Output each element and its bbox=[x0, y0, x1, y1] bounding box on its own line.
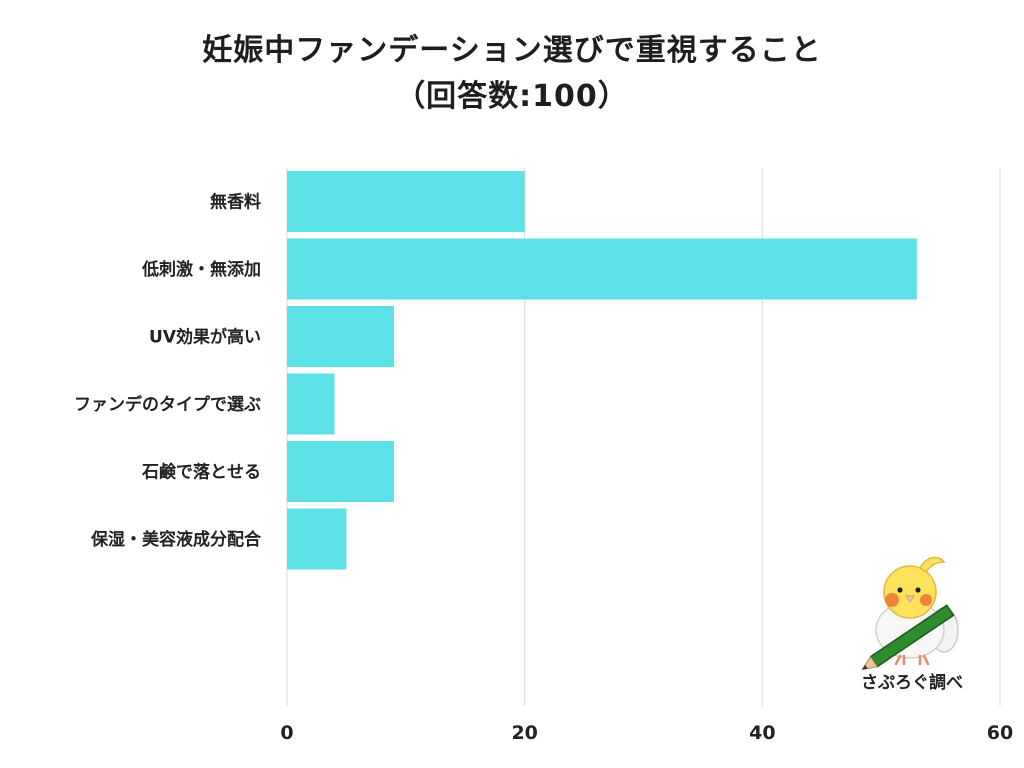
category-label: 低刺激・無添加 bbox=[141, 259, 261, 280]
bar bbox=[287, 238, 917, 300]
category-label: 無香料 bbox=[210, 192, 261, 213]
x-axis-ticks: 0 20 40 60 bbox=[280, 722, 1013, 744]
category-label: ファンデのタイプで選ぶ bbox=[74, 394, 261, 415]
category-label: 石鹸で落とせる bbox=[141, 462, 261, 483]
category-label: UV効果が高い bbox=[149, 327, 261, 348]
bar bbox=[287, 306, 394, 367]
bars bbox=[287, 171, 917, 570]
bar bbox=[287, 508, 347, 570]
bar bbox=[287, 373, 335, 435]
chart-title-block: 妊娠中ファンデーション選びで重視すること （回答数:100） bbox=[0, 28, 1024, 120]
mascot-bird-icon bbox=[846, 552, 986, 702]
x-tick-label: 60 bbox=[987, 722, 1013, 744]
x-tick-label: 20 bbox=[511, 722, 537, 744]
bar bbox=[287, 171, 525, 232]
watermark-caption: さぷろぐ調べ bbox=[861, 673, 963, 693]
category-label: 保湿・美容液成分配合 bbox=[90, 529, 262, 550]
bar bbox=[287, 441, 394, 502]
x-tick-label: 0 bbox=[280, 722, 293, 744]
chart-subtitle: （回答数:100） bbox=[395, 79, 629, 114]
x-tick-label: 40 bbox=[749, 722, 775, 744]
chart-title: 妊娠中ファンデーション選びで重視すること bbox=[202, 33, 822, 68]
